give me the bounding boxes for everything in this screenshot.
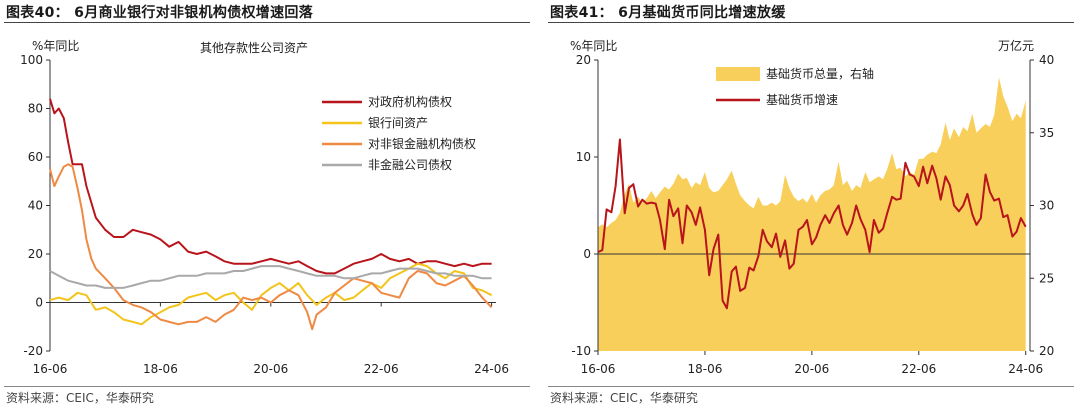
x-tick-label: 20-06 <box>253 362 288 376</box>
y2-axis-label: 万亿元 <box>998 38 1034 53</box>
y-tick-label: 20 <box>576 53 591 67</box>
chart-panel-left: 图表40： 6月商业银行对非银机构债权增速回落 -20 0 20 40 60 80 100 1… <box>4 0 532 414</box>
series-line <box>49 265 492 289</box>
y2-tick-label: 25 <box>1039 271 1054 285</box>
source-note: 资料来源：CEIC，华泰研究 <box>6 391 154 405</box>
y-tick-label: 80 <box>28 102 43 116</box>
title-rule <box>4 22 530 23</box>
x-tick-label: 24-06 <box>1008 362 1043 376</box>
x-tick-label: 24-06 <box>474 362 509 376</box>
x-tick-label: 22-06 <box>364 362 399 376</box>
legend-label: 银行间资产 <box>368 116 428 130</box>
chart-title: 图表41： 6月基础货币同比增速放缓 <box>550 5 786 21</box>
legend-label: 基础货币增速 <box>766 92 838 107</box>
title-rule <box>548 22 1074 23</box>
x-tick-label: 18-06 <box>687 362 722 376</box>
y2-tick-label: 30 <box>1039 199 1054 213</box>
chart-subtitle: 其他存款性公司资产 <box>200 41 308 55</box>
series-area <box>598 77 1026 351</box>
series-line <box>597 138 1027 310</box>
chart-title: 图表40： 6月商业银行对非银机构债权增速回落 <box>6 5 313 21</box>
y2-tick-label: 40 <box>1039 53 1054 67</box>
x-tick-label: 18-06 <box>143 362 178 376</box>
legend-swatch <box>716 67 760 81</box>
y-tick-label: 10 <box>576 150 591 164</box>
series-line <box>49 163 493 331</box>
y2-tick-label: 35 <box>1039 126 1054 140</box>
y-tick-label: 40 <box>28 199 43 213</box>
chart-svg: -10 0 10 20 20 25 30 35 40 16-06 18-06 20-06 22-06 24… <box>570 38 1054 376</box>
source-rule <box>548 386 1074 387</box>
y-tick-label: 100 <box>20 53 43 67</box>
x-tick-label: 16-06 <box>581 362 616 376</box>
legend-label: 对非银金融机构债权 <box>368 136 476 151</box>
x-tick-label: 20-06 <box>794 362 829 376</box>
chart-panel-right: 图表41： 6月基础货币同比增速放缓 -10 0 10 20 20 25 30 35 40 16-… <box>548 0 1076 414</box>
y-axis-label: %年同比 <box>570 39 617 53</box>
source-note: 资料来源：CEIC，华泰研究 <box>550 391 698 405</box>
legend-label: 基础货币总量，右轴 <box>766 66 874 81</box>
legend-label: 对政府机构债权 <box>368 94 452 109</box>
y-tick-label: -10 <box>571 344 591 358</box>
chart-svg: -20 0 20 40 60 80 100 16-06 18-06 20-06 22-06 24-06… <box>20 39 509 376</box>
y-tick-label: 0 <box>35 296 43 310</box>
source-rule <box>4 386 530 387</box>
y-axis-label: %年同比 <box>32 39 79 53</box>
x-tick-label: 22-06 <box>901 362 936 376</box>
y-tick-label: 0 <box>583 247 591 261</box>
y-tick-label: 60 <box>28 150 43 164</box>
legend-label: 非金融公司债权 <box>368 157 452 172</box>
y2-tick-label: 20 <box>1039 344 1054 358</box>
y-tick-label: 20 <box>28 247 43 261</box>
series-line <box>49 262 493 326</box>
x-tick-label: 16-06 <box>33 362 68 376</box>
series-line <box>49 98 492 275</box>
y-tick-label: -20 <box>23 344 43 358</box>
